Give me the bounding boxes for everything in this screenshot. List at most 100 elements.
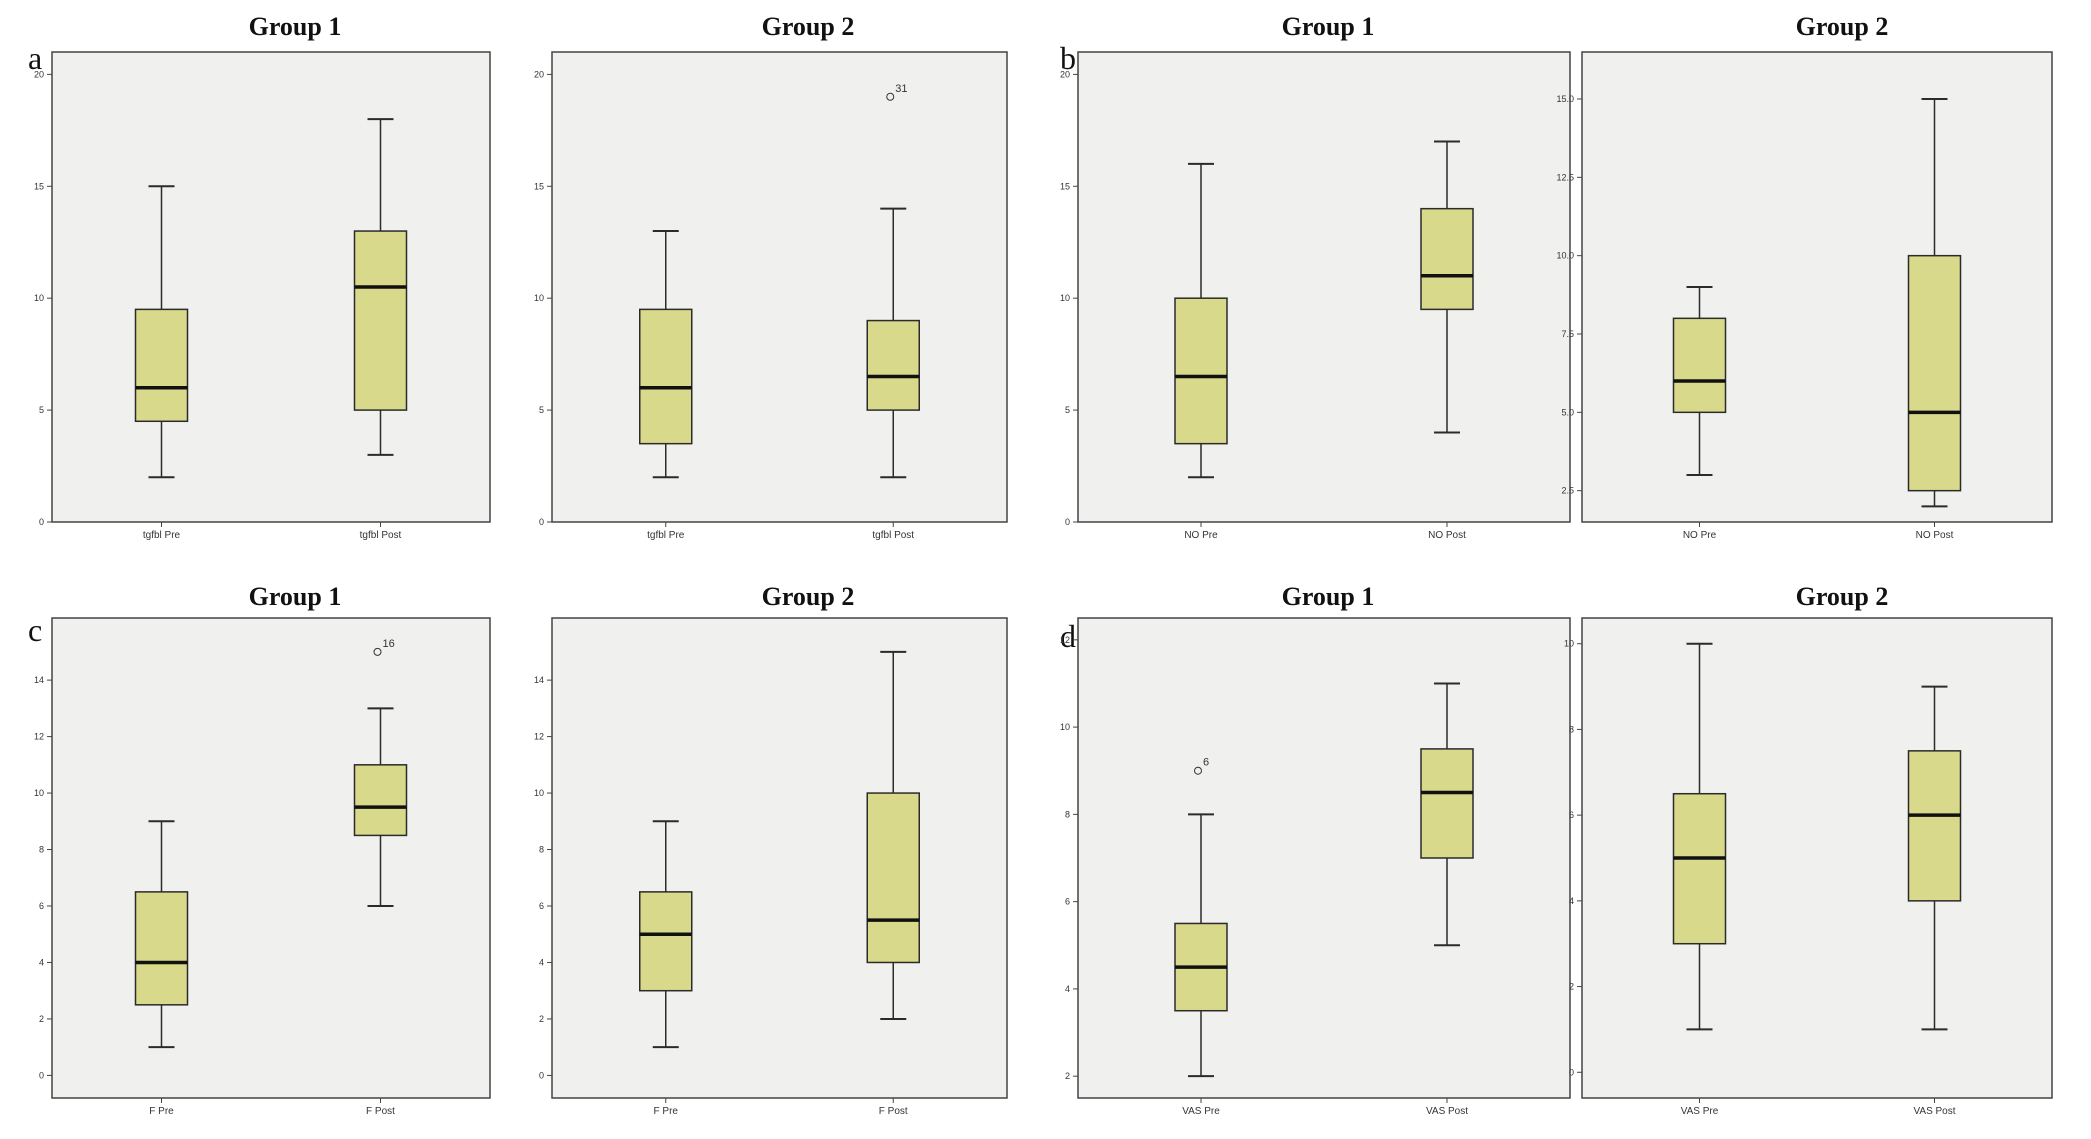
plot-area [51, 617, 491, 1099]
y-tick-label: 15 [1060, 181, 1070, 191]
y-tick-label: 4 [1065, 984, 1070, 994]
x-category-label: VAS Post [1913, 1106, 1955, 1117]
iqr-box [639, 308, 693, 445]
boxplot-d-group1: 2 4 6 8 10 12 VAS Pre VAS Post 6 [1060, 617, 1571, 1117]
box-post [1420, 140, 1474, 434]
chart-title-c2: Group 2 [761, 582, 855, 611]
boxplot-a-group1: 0 5 10 15 20 tgfbl Pre tgfbl Post [34, 51, 491, 541]
y-tick-label: 12 [534, 732, 544, 742]
y-tick-label: 8 [1065, 809, 1070, 819]
x-category-label: F Post [366, 1106, 395, 1117]
chart-title-b1: Group 1 [1281, 12, 1375, 41]
y-tick-label: 20 [34, 69, 44, 79]
y-tick-label: 8 [39, 845, 44, 855]
y-tick-label: 12 [1060, 635, 1070, 645]
box-pre [1672, 286, 1727, 476]
y-tick-label: 0 [539, 1070, 544, 1080]
y-tick-label: 12 [34, 732, 44, 742]
plot-area [1581, 617, 2053, 1099]
panel-label-b: b [1060, 40, 1076, 76]
x-category-label: VAS Pre [1182, 1106, 1220, 1117]
y-tick-label: 6 [1569, 810, 1574, 820]
chart-title-d1: Group 1 [1281, 582, 1375, 611]
y-tick-label: 12.5 [1556, 172, 1574, 182]
y-tick-label: 10 [534, 293, 544, 303]
outlier-label: 31 [895, 83, 907, 95]
y-tick-label: 0 [39, 517, 44, 527]
y-tick-label: 2 [1065, 1071, 1070, 1081]
y-tick-label: 10 [1564, 639, 1574, 649]
box-pre [134, 185, 189, 479]
iqr-box [1174, 297, 1228, 445]
boxplot-b-group1: 0 5 10 15 20 NO Pre NO Post [1060, 51, 1571, 541]
x-category-label: NO Pre [1683, 530, 1717, 541]
plot-area [551, 51, 1008, 523]
x-category-label: NO Post [1428, 530, 1466, 541]
y-tick-label: 4 [539, 957, 544, 967]
y-tick-label: 2.5 [1561, 486, 1574, 496]
iqr-box [866, 792, 920, 964]
panel-label-a: a [28, 40, 43, 76]
y-tick-label: 10 [1060, 722, 1070, 732]
y-tick-label: 4 [39, 957, 44, 967]
y-tick-label: 14 [534, 675, 544, 685]
y-tick-label: 10 [1060, 293, 1070, 303]
box-post [866, 650, 920, 1020]
x-category-label: tgfbl Pre [143, 530, 181, 541]
box-post [1907, 98, 1962, 508]
y-tick-label: 6 [39, 901, 44, 911]
y-tick-label: 10.0 [1556, 251, 1574, 261]
y-tick-label: 0 [539, 517, 544, 527]
y-tick-label: 20 [534, 69, 544, 79]
y-tick-label: 6 [1065, 897, 1070, 907]
y-tick-label: 2 [39, 1014, 44, 1024]
iqr-box [1672, 792, 1727, 945]
iqr-box [134, 308, 189, 423]
y-tick-label: 0 [39, 1070, 44, 1080]
outlier-point [886, 92, 895, 101]
boxplot-b-group2: 2.5 5.0 7.5 10.0 12.5 15.0 NO Pre NO Post [1556, 51, 2053, 541]
iqr-box [1420, 207, 1474, 311]
x-category-label: F Post [879, 1106, 908, 1117]
panel-label-d: d [1060, 618, 1076, 654]
y-tick-label: 10 [34, 293, 44, 303]
plot-area [1581, 51, 2053, 523]
iqr-box [1907, 750, 1962, 902]
chart-title-b2: Group 2 [1795, 12, 1889, 41]
box-post [1907, 685, 1962, 1031]
y-tick-label: 7.5 [1561, 329, 1574, 339]
box-pre [134, 820, 189, 1049]
y-tick-label: 8 [539, 845, 544, 855]
y-tick-label: 15.0 [1556, 94, 1574, 104]
y-tick-label: 6 [539, 901, 544, 911]
box-post [866, 207, 920, 479]
y-tick-label: 20 [1060, 69, 1070, 79]
y-tick-label: 0 [1569, 1067, 1574, 1077]
y-tick-label: 5 [39, 405, 44, 415]
x-category-label: NO Post [1916, 530, 1954, 541]
box-pre [1174, 162, 1228, 479]
x-category-label: VAS Pre [1681, 1106, 1719, 1117]
y-tick-label: 10 [34, 788, 44, 798]
iqr-box [1672, 317, 1727, 414]
iqr-box [134, 891, 189, 1006]
x-category-label: F Pre [654, 1106, 679, 1117]
y-tick-label: 15 [34, 181, 44, 191]
y-tick-label: 14 [34, 675, 44, 685]
x-category-label: NO Pre [1184, 530, 1218, 541]
plot-area [1077, 51, 1571, 523]
boxplot-d-group2: 0 2 4 6 8 10 VAS Pre VAS Post [1564, 617, 2053, 1117]
x-category-label: tgfbl Pre [647, 530, 685, 541]
chart-title-c1: Group 1 [248, 582, 342, 611]
outlier-point [373, 647, 382, 656]
outlier-label: 16 [383, 638, 395, 650]
plot-area [551, 617, 1008, 1099]
y-tick-label: 10 [534, 788, 544, 798]
outlier-point [1194, 766, 1202, 775]
boxplot-c-group1: 0 2 4 6 8 10 12 14 F Pre F Post 16 [34, 617, 491, 1117]
x-category-label: VAS Post [1426, 1106, 1468, 1117]
x-category-label: tgfbl Post [360, 530, 402, 541]
box-post [1420, 682, 1474, 947]
plot-area [51, 51, 491, 523]
boxplot-a-group2: 0 5 10 15 20 tgfbl Pre tgfbl Post 31 [534, 51, 1008, 541]
